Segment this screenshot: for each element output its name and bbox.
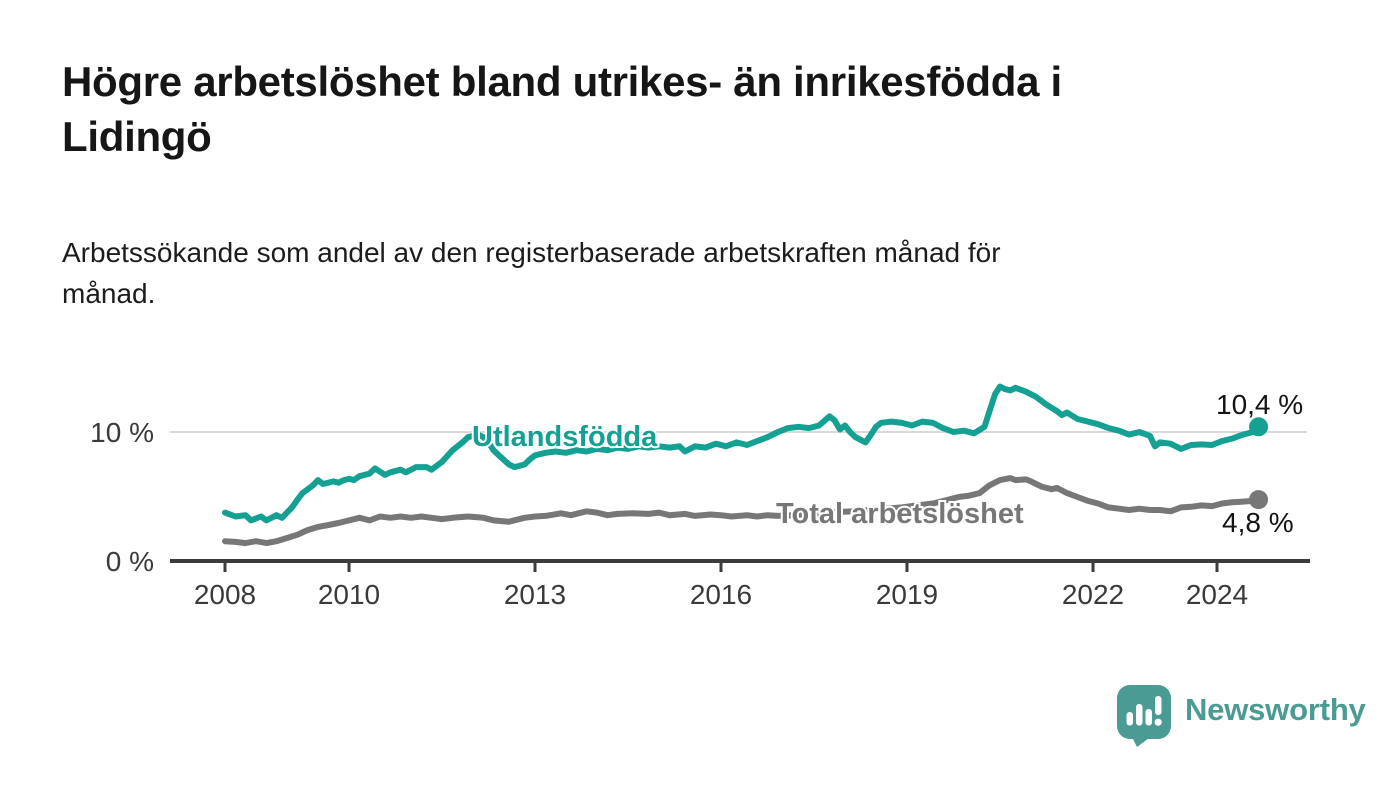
page-subtitle-line1: Arbetssökande som andel av den registerb… xyxy=(62,237,1001,268)
y-axis-tick-label-0: 0 % xyxy=(106,546,154,577)
x-axis-tick-label-2022: 2022 xyxy=(1062,579,1124,610)
page-subtitle-line2: månad. xyxy=(62,278,156,309)
end-value-label-utlandsfodda: 10,4 % xyxy=(1216,389,1303,420)
page-subtitle: Arbetssökande som andel av den registerb… xyxy=(62,232,1262,314)
series-end-dot-0 xyxy=(1249,417,1269,437)
logo-bar-2 xyxy=(1136,704,1143,726)
newsworthy-logo-text: Newsworthy xyxy=(1185,692,1366,727)
page-title-line1: Högre arbetslöshet bland utrikes- än inr… xyxy=(62,58,1062,105)
series-label-total-arbetsloshet: Total arbetslöshet xyxy=(776,498,1024,530)
logo-bar-1 xyxy=(1126,712,1133,726)
series-label-utlandsfodda: Utlandsfödda xyxy=(472,421,658,453)
page-title: Högre arbetslöshet bland utrikes- än inr… xyxy=(62,54,1307,164)
x-axis-tick-label-2013: 2013 xyxy=(504,579,566,610)
logo-exclamation-dot xyxy=(1154,718,1162,726)
newsworthy-logo: Newsworthy xyxy=(1116,684,1366,748)
page-title-line2: Lidingö xyxy=(62,113,212,160)
x-axis-tick-label-2019: 2019 xyxy=(876,579,938,610)
end-value-label-total-arbetsloshet: 4,8 % xyxy=(1222,507,1294,538)
logo-exclamation-bar xyxy=(1155,696,1162,715)
x-axis-tick-label-2016: 2016 xyxy=(690,579,752,610)
x-axis-tick-label-2008: 2008 xyxy=(194,579,256,610)
x-axis-tick-label-2024: 2024 xyxy=(1186,579,1248,610)
series-line-0 xyxy=(222,383,1262,524)
x-axis-tick-label-2010: 2010 xyxy=(318,579,380,610)
series-line-1 xyxy=(222,475,1262,547)
newsworthy-logo-icon xyxy=(1117,685,1171,747)
chart-labels: 10 % 0 % Utlandsfödda Total arbetslöshet… xyxy=(90,389,1303,577)
series-end-dot-1 xyxy=(1249,490,1269,510)
chart-series xyxy=(222,383,1269,547)
y-axis-tick-label-10: 10 % xyxy=(90,417,154,448)
logo-bar-3 xyxy=(1145,709,1152,726)
